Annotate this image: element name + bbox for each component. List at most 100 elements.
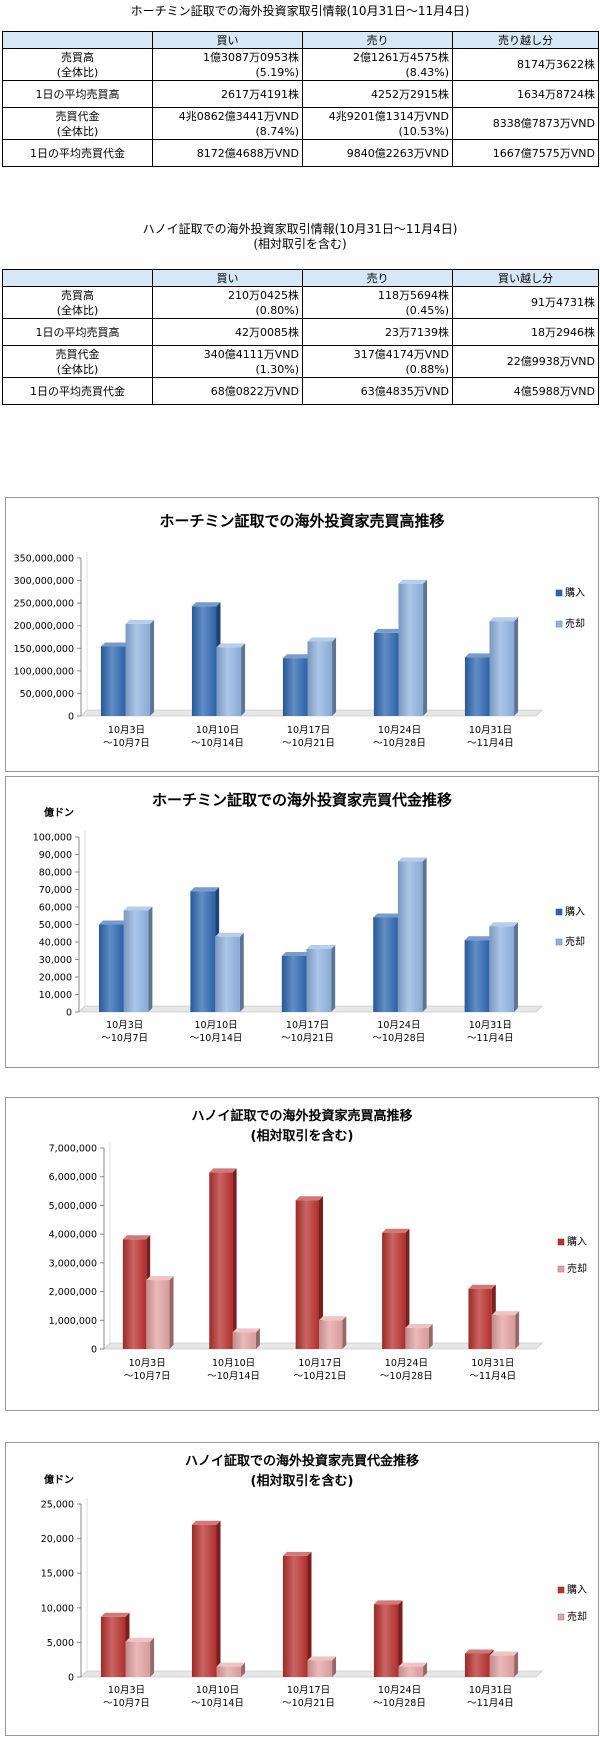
y-tick-label: 4,000,000 <box>49 1230 97 1241</box>
bar <box>100 646 126 716</box>
table-row: 売買代金 (全体比) 340億4111万VND (1.30%) 317億4174万VND… <box>2 345 599 378</box>
bar-top <box>99 920 128 925</box>
bar <box>99 924 124 1012</box>
legend-label: 購入 <box>565 586 585 599</box>
bar-top <box>122 1235 151 1240</box>
x-tick-label: 〜10月7日 <box>101 1033 148 1044</box>
bar-top <box>146 1276 174 1281</box>
bar-top <box>489 922 518 927</box>
bar <box>373 917 398 1012</box>
y-tick-label: 40,000 <box>39 938 72 949</box>
table-row: 1日の平均売買高 2617万4191株 4252万2915株 1634万8724株 <box>2 80 599 108</box>
unit-label: 億ドン <box>44 806 74 819</box>
chart-panel-hn-volume: ハノイ証取での海外投資家売買高推移 (相対取引を含む) 0 1,000,000 2,00… <box>5 1097 599 1411</box>
x-tick-label: 〜10月14日 <box>207 1371 260 1382</box>
bar-side <box>428 1324 433 1349</box>
bar <box>306 949 332 1012</box>
legend-label: 購入 <box>567 1235 587 1248</box>
cell-line: 売買高 <box>61 50 94 64</box>
bar-side <box>148 906 153 1012</box>
legend-swatch <box>555 908 563 916</box>
x-tick-label: 〜10月21日 <box>282 738 335 749</box>
bar-top <box>232 1328 260 1333</box>
bar-top <box>125 619 155 624</box>
x-tick-label: 〜11月4日 <box>467 1033 514 1044</box>
hcm-trade-table: 買い 売り 売り越し分 売買高 (全体比) 1億3087万0953株 (5.19%) 2億12… <box>2 31 599 167</box>
bar <box>190 891 216 1012</box>
cell-line: 8172億4688万VND <box>196 146 299 160</box>
x-tick-label: 〜10月21日 <box>281 1033 334 1044</box>
cell-line: 118万5694株 <box>378 288 449 302</box>
cell-line: 18万2946株 <box>531 325 595 339</box>
x-tick-label: 〜10月14日 <box>190 1033 243 1044</box>
bar <box>307 641 333 716</box>
header-cell: 買い越し分 <box>452 269 599 287</box>
cell-net: 1634万8724株 <box>452 80 599 108</box>
x-tick-label: 〜11月4日 <box>467 738 514 749</box>
bar-side <box>423 579 428 716</box>
bar-side <box>515 1311 520 1349</box>
bar <box>373 1604 399 1677</box>
legend-label: 売却 <box>567 1610 587 1623</box>
bar-side <box>332 637 337 716</box>
bar-top <box>282 1551 312 1556</box>
bar-top <box>295 1196 323 1201</box>
cell-line: 317億4174万VND <box>353 347 449 361</box>
bar-top <box>215 932 244 937</box>
cell-line: 8338億7873万VND <box>492 117 595 130</box>
y-tick-label: 3,000,000 <box>49 1258 97 1269</box>
bar <box>464 657 490 716</box>
cell-line: 2億1261万4575株 <box>353 50 449 64</box>
cell-line: (10.53%) <box>398 124 449 138</box>
cell-buy: 8172億4688万VND <box>152 139 303 167</box>
cell-buy: 42万0085株 <box>152 318 303 346</box>
x-tick-label: 〜10月7日 <box>103 1698 150 1709</box>
cell-line: 売買代金 <box>55 109 100 123</box>
cell-label: 1日の平均売買高 <box>2 318 153 346</box>
cell-sell: 63億4835万VND <box>302 377 453 405</box>
chart-title: (相対取引を含む) <box>251 1473 354 1489</box>
bar-side <box>514 1651 519 1677</box>
bar-side <box>150 1637 155 1677</box>
cell-sell: 317億4174万VND (0.88%) <box>302 345 453 378</box>
x-tick-label: 〜10月21日 <box>294 1371 347 1382</box>
cell-line: (全体比) <box>56 362 99 376</box>
y-tick-label: 50,000,000 <box>20 689 74 700</box>
y-tick-label: 25,000 <box>41 1500 74 1511</box>
cell-line: 210万0425株 <box>228 288 299 302</box>
cell-line: (8.43%) <box>405 65 449 79</box>
hn-volume-chart: ハノイ証取での海外投資家売買高推移 (相対取引を含む) 0 1,000,000 2,00… <box>49 1108 587 1382</box>
cell-label: 1日の平均売買代金 <box>2 139 153 167</box>
bar <box>491 1315 516 1349</box>
bar-top <box>398 1662 428 1667</box>
x-tick-label: 〜10月7日 <box>103 738 150 749</box>
legend-label: 売却 <box>565 617 585 630</box>
legend-swatch <box>555 620 563 628</box>
bar-top <box>464 653 494 658</box>
hn-trade-table: 買い 売り 買い越し分 売買高 (全体比) 210万0425株 (0.80%) 118万569… <box>2 269 599 405</box>
bar-top <box>382 1228 410 1233</box>
bar <box>282 1555 308 1677</box>
header-cell: 売り <box>302 31 453 49</box>
bar-side <box>514 617 519 716</box>
chart-title: ホーチミン証取での海外投資家売買高推移 <box>159 512 444 530</box>
header-cell <box>2 269 153 287</box>
chart-panel-hn-value: ハノイ証取での海外投資家売買代金推移 (相対取引を含む) 億ドン 0 5,000 10,0… <box>5 1442 599 1736</box>
bar-top <box>468 1284 496 1289</box>
cell-label: 1日の平均売買代金 <box>2 377 153 405</box>
x-tick-label: 10月31日 <box>469 1020 512 1031</box>
hcm-table-title: ホーチミン証取での海外投資家取引情報(10月31日〜11月4日) <box>130 4 470 18</box>
x-tick-label: 10月17日 <box>287 725 330 736</box>
cell-line: (8.74%) <box>255 124 299 138</box>
legend-swatch <box>555 938 563 946</box>
x-tick-label: 〜10月14日 <box>191 1698 244 1709</box>
x-tick-label: 10月10日 <box>196 1685 239 1696</box>
bar <box>100 1616 126 1677</box>
bar <box>209 1172 233 1349</box>
legend-swatch <box>557 1265 565 1273</box>
bar-top <box>191 602 221 607</box>
x-tick-label: 10月31日 <box>469 725 512 736</box>
y-tick-label: 10,000 <box>41 1603 74 1614</box>
table-row: 売買高 (全体比) 1億3087万0953株 (5.19%) 2億1261万4575株(… <box>2 48 599 81</box>
header-cell: 買い <box>152 31 303 49</box>
